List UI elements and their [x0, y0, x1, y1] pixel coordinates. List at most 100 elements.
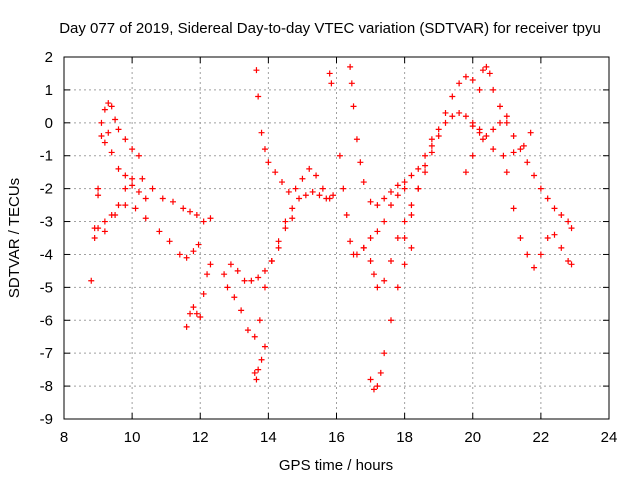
- series-arc-10: [326, 70, 408, 258]
- data-point: [234, 267, 241, 274]
- data-point: [231, 294, 238, 301]
- data-point: [422, 162, 429, 169]
- x-tick-label: 24: [601, 429, 618, 446]
- data-point: [479, 136, 486, 143]
- data-point: [520, 142, 527, 149]
- data-point: [200, 290, 207, 297]
- data-point: [105, 129, 112, 136]
- data-point: [435, 132, 442, 139]
- data-point: [251, 333, 258, 340]
- data-point: [251, 369, 258, 376]
- data-point: [394, 192, 401, 199]
- data-point: [156, 228, 163, 235]
- y-tick-label: -6: [40, 312, 53, 329]
- data-point: [510, 149, 517, 156]
- data-point: [122, 172, 129, 179]
- data-point: [483, 132, 490, 139]
- data-point: [248, 277, 255, 284]
- data-point: [531, 264, 538, 271]
- data-point: [456, 80, 463, 87]
- data-point: [135, 152, 142, 159]
- data-point: [367, 235, 374, 241]
- data-point: [360, 179, 367, 186]
- data-point: [370, 271, 377, 278]
- data-point: [265, 159, 272, 166]
- data-point: [401, 185, 408, 192]
- data-point: [442, 119, 449, 126]
- series-arc-7: [224, 188, 337, 340]
- data-point: [524, 159, 531, 166]
- series-arc-17: [469, 123, 534, 159]
- series-arc-2: [91, 129, 149, 241]
- data-point: [200, 218, 207, 225]
- data-point: [381, 218, 388, 225]
- data-point: [527, 129, 534, 136]
- x-tick-label: 18: [396, 429, 413, 446]
- data-point: [258, 129, 265, 136]
- y-tick-label: -3: [40, 214, 53, 231]
- data-point: [306, 165, 313, 172]
- data-point: [180, 205, 187, 212]
- data-point: [343, 211, 350, 218]
- data-point: [195, 241, 202, 248]
- data-point: [524, 251, 531, 258]
- data-point: [115, 165, 122, 172]
- data-point: [319, 185, 326, 192]
- data-point: [261, 146, 268, 153]
- y-tick-label: -7: [40, 345, 53, 362]
- data-point: [255, 93, 262, 100]
- data-point: [428, 149, 435, 156]
- data-point: [108, 149, 115, 156]
- data-point: [95, 192, 102, 199]
- series-arc-8: [251, 343, 268, 383]
- data-point: [129, 146, 136, 153]
- data-point: [207, 261, 214, 268]
- data-point: [176, 251, 183, 258]
- data-point: [408, 172, 415, 179]
- data-point: [261, 267, 268, 274]
- data-point: [227, 261, 234, 268]
- data-point: [388, 188, 394, 195]
- data-point: [537, 185, 544, 192]
- data-point: [129, 175, 136, 182]
- series-arc-14: [401, 73, 483, 241]
- data-point: [360, 244, 367, 251]
- data-point: [462, 73, 469, 80]
- y-axis-label: SDTVAR / TECUs: [6, 178, 23, 298]
- data-point: [132, 205, 139, 212]
- series-arc-6: [221, 215, 296, 284]
- data-point: [193, 310, 200, 317]
- y-tick-label: -4: [40, 246, 53, 263]
- data-point: [105, 100, 112, 107]
- data-point: [510, 132, 517, 139]
- y-tick-label: -5: [40, 279, 53, 296]
- data-point: [190, 304, 197, 311]
- y-tick-label: 0: [45, 115, 53, 132]
- data-point: [568, 225, 575, 232]
- x-tick-label: 20: [464, 429, 481, 446]
- data-point: [255, 274, 262, 281]
- x-tick-label: 22: [533, 429, 550, 446]
- data-point: [551, 205, 558, 212]
- x-tick-label: 12: [192, 429, 209, 446]
- data-point: [115, 126, 122, 133]
- y-tick-label: -2: [40, 181, 53, 198]
- data-point: [348, 80, 355, 87]
- data-point: [108, 103, 115, 110]
- data-point: [313, 172, 320, 179]
- x-tick-label: 14: [260, 429, 277, 446]
- data-point: [98, 119, 105, 126]
- data-point: [347, 238, 354, 245]
- data-point: [428, 142, 435, 149]
- data-point: [374, 202, 381, 209]
- data-point: [101, 218, 108, 225]
- data-point: [330, 192, 337, 199]
- data-point: [122, 136, 129, 143]
- data-point: [357, 159, 364, 166]
- data-point: [316, 192, 323, 199]
- data-point: [139, 175, 146, 182]
- data-point: [112, 211, 119, 218]
- data-point: [122, 185, 129, 192]
- data-point: [449, 113, 456, 120]
- data-point: [510, 205, 517, 212]
